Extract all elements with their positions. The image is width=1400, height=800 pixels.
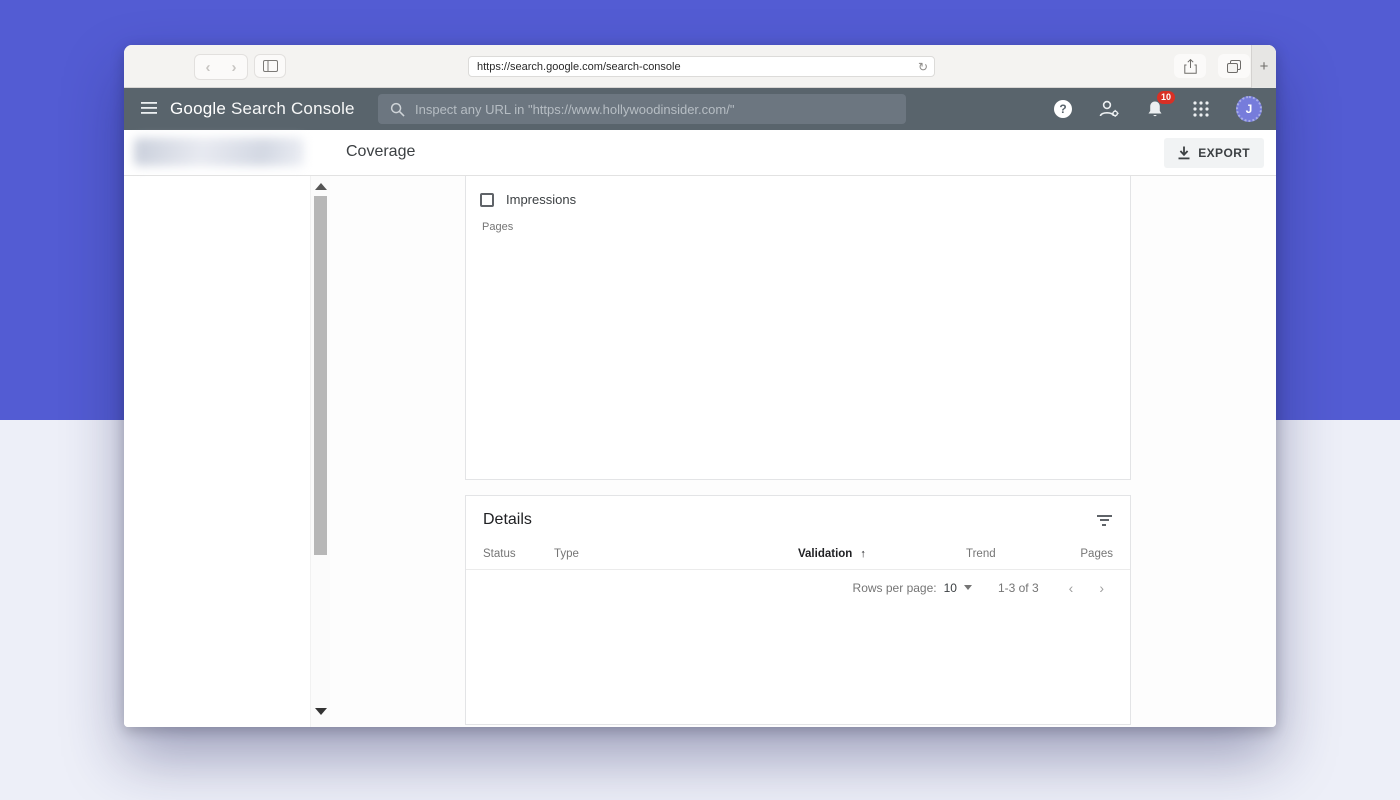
sidebar-icon <box>262 60 278 72</box>
rows-per-page-value[interactable]: 10 <box>943 580 957 595</box>
share-icon <box>1183 58 1197 74</box>
menu-button[interactable] <box>141 101 157 119</box>
gsc-header: Google Search Console Inspect any URL in… <box>124 88 1276 130</box>
titlebar-right-icons <box>1174 54 1250 78</box>
chart-plot-area <box>508 239 1102 347</box>
tabs-icon <box>1227 59 1241 73</box>
tab-overview-button[interactable] <box>1218 54 1250 78</box>
column-header-status[interactable]: Status <box>483 548 516 560</box>
impressions-checkbox[interactable] <box>480 192 494 207</box>
validation-label: Validation <box>798 548 853 560</box>
new-tab-button[interactable]: + <box>1251 45 1276 88</box>
impressions-label: Impressions <box>506 192 577 207</box>
main-content: Impressions Pages Details <box>330 176 1276 727</box>
column-header-type[interactable]: Type <box>554 548 579 560</box>
gsc-logo[interactable]: Google Search Console <box>170 99 355 119</box>
column-header-validation[interactable]: Validation ↑ <box>798 548 966 560</box>
sort-ascending-icon: ↑ <box>860 548 866 560</box>
rows-per-page-label: Rows per page: <box>852 580 937 595</box>
details-panel: Details Status Type Validation ↑ Trend Pa… <box>465 495 1131 725</box>
details-table-header: Status Type Validation ↑ Trend Pages <box>466 539 1130 569</box>
browser-nav-buttons: ‹ › <box>194 54 248 80</box>
rows-per-page-dropdown-icon[interactable] <box>963 585 972 590</box>
browser-titlebar: ‹ › https://search.google.com/search-con… <box>124 45 1276 88</box>
impressions-toggle[interactable]: Impressions <box>480 192 1130 207</box>
filter-button[interactable] <box>1096 512 1112 528</box>
gsc-logo-search-console: Search Console <box>230 99 355 118</box>
user-gear-icon <box>1099 100 1119 117</box>
close-window-icon[interactable] <box>140 60 152 72</box>
coverage-chart: Pages <box>482 221 1102 371</box>
search-placeholder: Inspect any URL in "https://www.hollywoo… <box>415 101 735 117</box>
next-page-button[interactable]: › <box>1099 579 1104 596</box>
export-button[interactable]: EXPORT <box>1164 138 1264 168</box>
minimize-window-icon[interactable] <box>160 60 172 72</box>
export-label: EXPORT <box>1198 146 1250 160</box>
coverage-summary-panel: Impressions Pages <box>465 176 1131 480</box>
help-button[interactable]: ? <box>1052 98 1074 120</box>
previous-page-button[interactable]: ‹ <box>1068 579 1074 596</box>
account-avatar[interactable]: J <box>1236 96 1262 122</box>
notifications-button[interactable]: 10 <box>1144 91 1175 120</box>
scrollbar-thumb[interactable] <box>314 196 327 555</box>
page-title: Coverage <box>346 143 416 160</box>
gsc-logo-google: Google <box>170 99 231 118</box>
gsc-header-icons: ? 10 J <box>1052 88 1262 130</box>
browser-window: ‹ › https://search.google.com/search-con… <box>124 45 1276 727</box>
zoom-window-icon[interactable] <box>180 60 192 72</box>
user-settings-button[interactable] <box>1098 98 1120 120</box>
hamburger-icon <box>141 102 157 114</box>
download-icon <box>1178 146 1190 160</box>
browser-sidebar-toggle-button[interactable] <box>254 54 286 78</box>
scroll-up-arrow-icon[interactable] <box>315 183 327 190</box>
bell-icon <box>1148 101 1162 117</box>
apps-grid-icon <box>1193 101 1209 117</box>
table-pagination: Rows per page: 10 1-3 of 3 ‹ › <box>466 569 1130 605</box>
sidebar-nav <box>124 176 310 727</box>
search-icon <box>390 102 405 117</box>
chart-y-axis-title: Pages <box>482 221 514 233</box>
help-icon: ? <box>1054 100 1072 118</box>
column-header-trend[interactable]: Trend <box>966 548 996 560</box>
address-bar[interactable]: https://search.google.com/search-console… <box>468 56 935 77</box>
share-button[interactable] <box>1174 54 1206 78</box>
notification-badge: 10 <box>1156 91 1175 104</box>
column-header-pages[interactable]: Pages <box>1080 548 1113 560</box>
property-selector[interactable] <box>134 138 304 166</box>
back-button[interactable]: ‹ <box>205 58 211 76</box>
details-title: Details <box>483 511 532 528</box>
forward-button[interactable]: › <box>231 58 237 76</box>
pagination-range: 1-3 of 3 <box>997 580 1039 595</box>
page-header-bar: Coverage EXPORT <box>124 130 1276 176</box>
window-controls <box>140 60 192 72</box>
url-text: https://search.google.com/search-console <box>477 60 681 73</box>
url-inspect-search-input[interactable]: Inspect any URL in "https://www.hollywoo… <box>378 94 906 124</box>
reload-icon[interactable]: ↻ <box>917 59 928 74</box>
scroll-down-arrow-icon[interactable] <box>315 708 327 715</box>
google-apps-button[interactable] <box>1190 98 1212 120</box>
page-scrollbar[interactable] <box>310 176 330 727</box>
